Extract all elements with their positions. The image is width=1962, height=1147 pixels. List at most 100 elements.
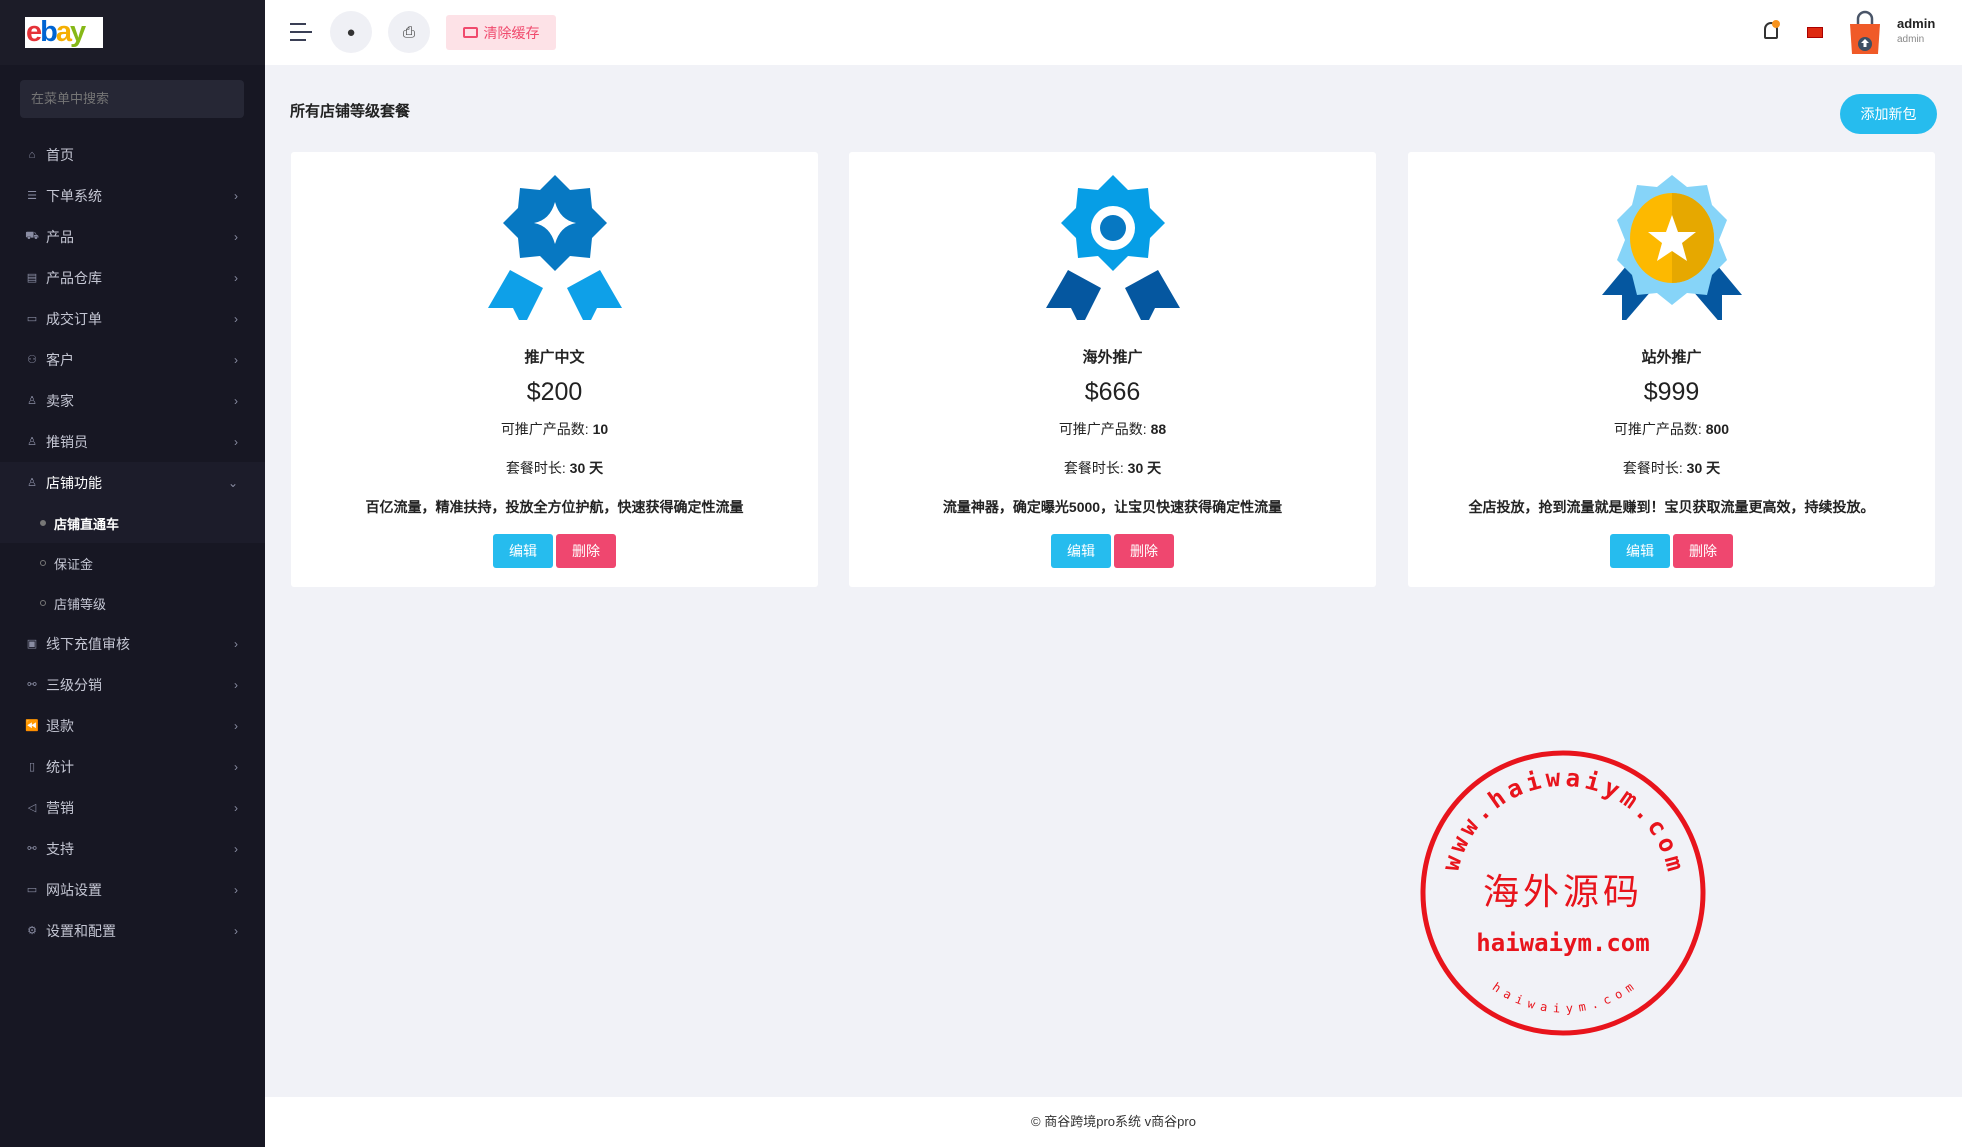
package-description: 全店投放，抢到流量就是赚到！宝贝获取流量更高效，持续投放。 (1468, 499, 1875, 515)
package-name: 海外推广 (1082, 349, 1143, 366)
sidebar-subitem-label: 保证金 (54, 556, 94, 572)
sidebar-item[interactable]: ⚙ 设置和配置 › (0, 910, 265, 951)
chevron-right-icon: › (234, 270, 238, 285)
stamp-letter: o (1612, 986, 1625, 1002)
sidebar-item-label: 产品仓库 (46, 269, 102, 286)
stamp-letter: m (1577, 999, 1586, 1014)
diamond-ribbon-icon (487, 175, 622, 320)
stamp-letter: i (1553, 1001, 1561, 1015)
sidebar-item[interactable]: ⌂ 首页 (0, 134, 265, 175)
menu-toggle-icon[interactable] (290, 23, 312, 41)
package-product-count: 可推广产品数: 800 (1408, 419, 1935, 439)
sidebar-item[interactable]: ⚇ 客户 › (0, 339, 265, 380)
chevron-right-icon: › (234, 311, 238, 326)
avatar[interactable] (1847, 10, 1883, 56)
chevron-right-icon: › (234, 636, 238, 651)
chevron-right-icon: › (234, 841, 238, 856)
sidebar-item[interactable]: ⛟ 产品 › (0, 216, 265, 257)
user-role: admin (1897, 34, 1925, 45)
clear-cache-button[interactable]: 清除缓存 (446, 15, 556, 50)
package-price: $999 (1643, 378, 1700, 406)
link-icon: ⚯ (27, 843, 37, 855)
add-package-button[interactable]: 添加新包 (1840, 94, 1937, 134)
bullet-icon (40, 560, 46, 566)
file-icon: ▯ (28, 761, 36, 773)
stamp-letter: w (1437, 852, 1468, 874)
sidebar-item-label: 首页 (46, 146, 74, 163)
stamp-letter: w (1526, 996, 1538, 1012)
chevron-right-icon: › (234, 393, 238, 408)
stamp-letter: w (1545, 764, 1562, 793)
sidebar-item-label: 推销员 (46, 433, 88, 450)
sidebar-item[interactable]: ▤ 产品仓库 › (0, 257, 265, 298)
sidebar-item-label: 下单系统 (46, 187, 102, 204)
edit-button[interactable]: 编辑 (493, 534, 553, 568)
sidebar-item[interactable]: ♙ 卖家 › (0, 380, 265, 421)
package-duration: 套餐时长: 30 天 (291, 458, 818, 478)
sidebar-item[interactable]: ▭ 网站设置 › (0, 869, 265, 910)
stamp-small-text: ha i w a i y m. c om (1490, 980, 1636, 1016)
user-name[interactable]: admin (1897, 16, 1936, 31)
duration-label: 套餐时长: (1063, 460, 1124, 476)
package-name: 站外推广 (1641, 349, 1702, 366)
drive-icon (462, 27, 478, 38)
cart-icon: ⛟ (25, 229, 39, 242)
stamp-ring-text: www.hai w a iym.com (1437, 764, 1690, 874)
print-button[interactable]: ⎙ (388, 11, 430, 53)
delete-button[interactable]: 删除 (1673, 534, 1733, 568)
sidebar-item[interactable]: ◁ 营销 › (0, 787, 265, 828)
count-value: 88 (1150, 421, 1167, 437)
sidebar-item-label: 线下充值审核 (46, 635, 130, 652)
sidebar-item-label: 退款 (46, 717, 74, 734)
sidebar-item[interactable]: ⏪ 退款 › (0, 705, 265, 746)
sidebar-subitem[interactable]: 保证金 (0, 543, 265, 583)
sidebar-item[interactable]: ☰ 下单系统 › (0, 175, 265, 216)
sidebar: ebay ⌂ 首页 ☰ 下单系统 › ⛟ 产品 › ▤ 产品仓库 › ▭ 成交订单 › ⚇ 客户 › ♙ 卖家 › ♙ 推… (0, 0, 265, 1147)
sidebar-item[interactable]: ♙ 推销员 › (0, 421, 265, 462)
sidebar-item[interactable]: ⚯ 支持 › (0, 828, 265, 869)
stamp-letter: i (1523, 767, 1544, 798)
bell-icon[interactable] (1764, 22, 1778, 39)
duration-label: 套餐时长: (505, 460, 566, 476)
list-icon: ☰ (27, 190, 37, 202)
stamp-letter: a (1501, 986, 1514, 1002)
package-card: 站外推广 $999 可推广产品数: 800 套餐时长: 30 天 全店投放，抢到… (1408, 152, 1935, 587)
china-flag-icon[interactable] (1807, 27, 1823, 38)
menu-search-input[interactable] (20, 80, 244, 118)
sidebar-item[interactable]: ▭ 成交订单 › (0, 298, 265, 339)
chevron-right-icon: › (234, 882, 238, 897)
chevron-down-icon: ⌄ (227, 475, 238, 490)
package-price: $666 (1084, 378, 1141, 406)
sidebar-item-label: 网站设置 (46, 881, 102, 898)
globe-button[interactable]: ● (330, 11, 372, 53)
delete-button[interactable]: 删除 (556, 534, 616, 568)
sidebar-item[interactable]: ▯ 统计 › (0, 746, 265, 787)
count-value: 10 (592, 421, 609, 437)
chevron-right-icon: › (234, 434, 238, 449)
ebay-logo[interactable]: ebay (25, 17, 103, 48)
sidebar-item[interactable]: ⚯ 三级分销 › (0, 664, 265, 705)
bullet-icon (40, 600, 46, 606)
sidebar-subitem-label: 店铺等级 (54, 596, 107, 612)
page-title: 所有店铺等级套餐 (290, 103, 411, 120)
watermark-stamp: www.hai w a iym.com 海外源码 haiwaiym.com ha i w a… (1420, 750, 1706, 1036)
sidebar-subitem[interactable]: 店铺等级 (0, 583, 265, 623)
edit-button[interactable]: 编辑 (1610, 534, 1670, 568)
duration-value: 30 天 (569, 460, 604, 476)
notification-dot (1772, 20, 1780, 28)
edit-button[interactable]: 编辑 (1051, 534, 1111, 568)
chevron-right-icon: › (234, 923, 238, 938)
sidebar-item-label: 产品 (46, 228, 74, 245)
sidebar-subitem-label: 店铺直通车 (54, 516, 120, 532)
sidebar-item[interactable]: ▣ 线下充值审核 › (0, 623, 265, 664)
sidebar-item[interactable]: ♙ 店铺功能 ⌄ (0, 462, 265, 503)
sidebar-item-label: 设置和配置 (46, 922, 116, 939)
package-product-count: 可推广产品数: 88 (849, 419, 1376, 439)
sidebar-subitem[interactable]: 店铺直通车 (0, 503, 265, 543)
delete-button[interactable]: 删除 (1114, 534, 1174, 568)
chevron-right-icon: › (234, 352, 238, 367)
link-icon: ⚯ (27, 679, 37, 691)
duration-value: 30 天 (1127, 460, 1162, 476)
sidebar-item-label: 三级分销 (46, 676, 102, 693)
clear-cache-label: 清除缓存 (483, 24, 540, 41)
